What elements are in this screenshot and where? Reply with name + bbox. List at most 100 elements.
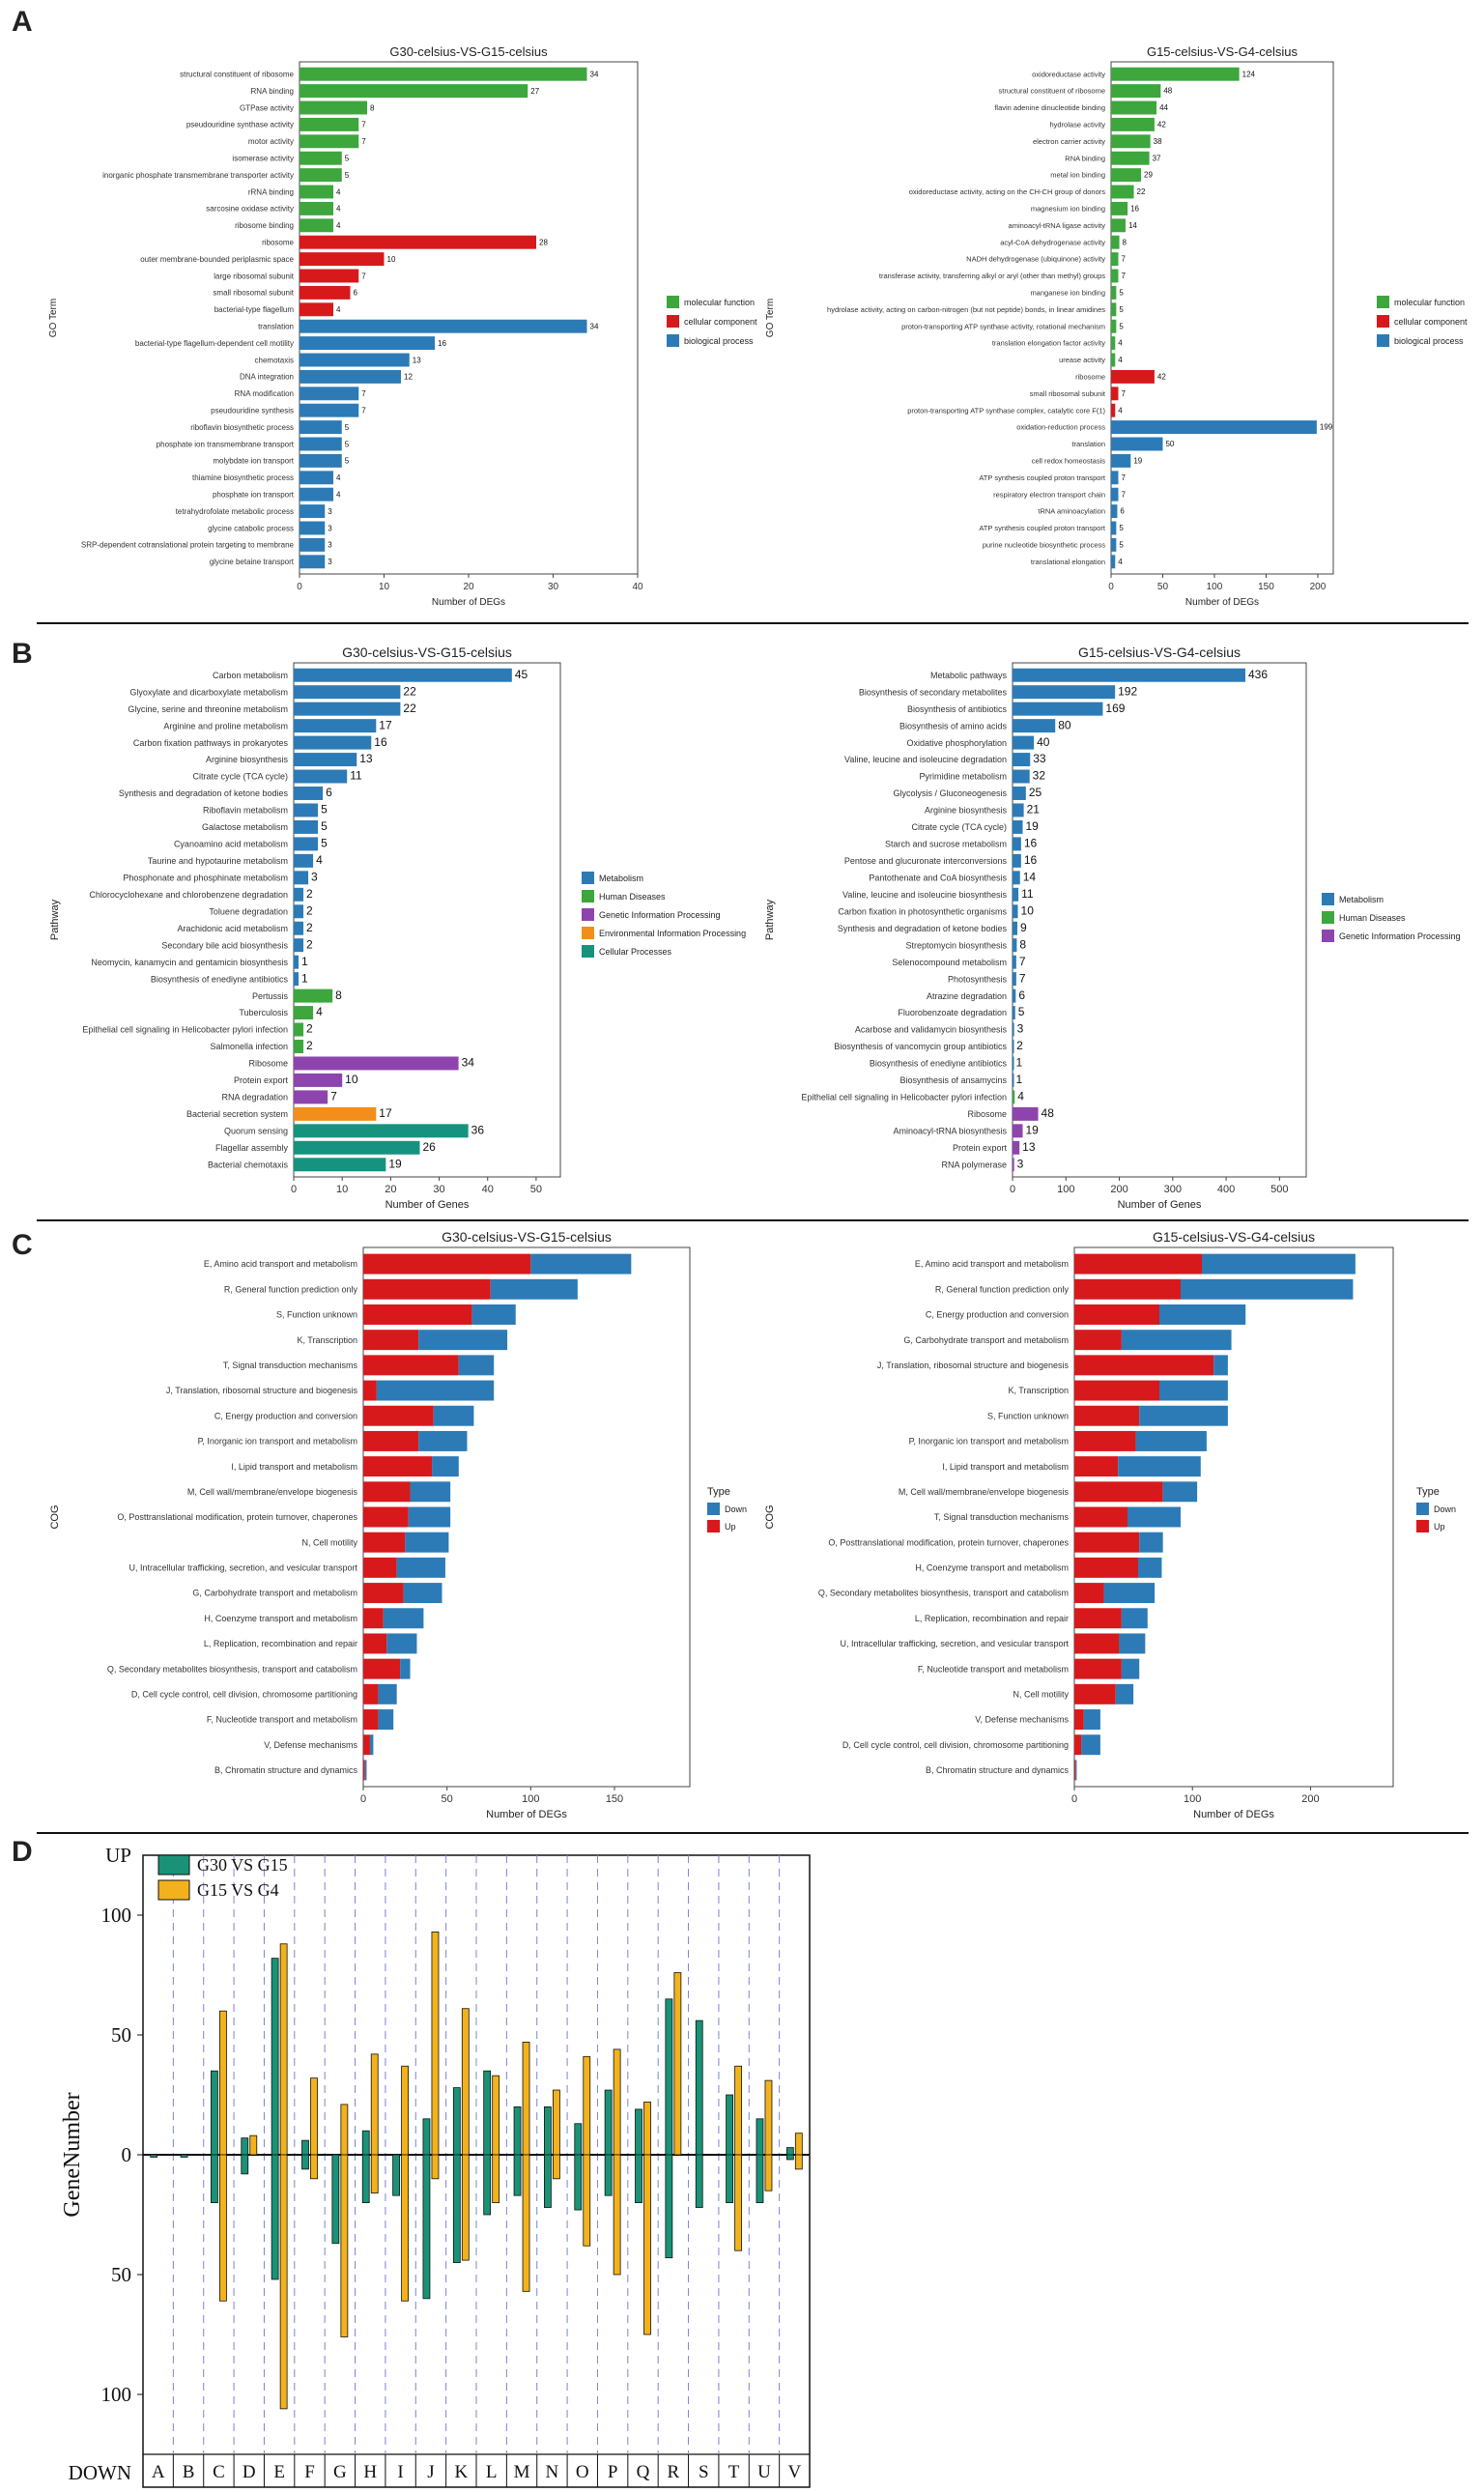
bar-down bbox=[461, 2154, 470, 2261]
legend-label: Up bbox=[725, 1522, 736, 1532]
x-tick-label: 200 bbox=[1110, 1184, 1127, 1195]
bar bbox=[294, 1040, 304, 1053]
category-label: M, Cell wall/membrane/envelope biogenesi… bbox=[187, 1487, 358, 1497]
bar-up bbox=[431, 1931, 440, 2156]
bar-up bbox=[363, 1430, 419, 1451]
panel-d-gene-number-chart: A B C D E F G H I J K L M N O P Q R S T U V 100 50 0 50 100 UP DOWN G… bbox=[60, 1844, 811, 2488]
category-label: Carbon metabolism bbox=[213, 671, 288, 680]
bar-up bbox=[785, 2147, 794, 2156]
bar-down bbox=[574, 2154, 583, 2211]
category-label: translation bbox=[258, 323, 294, 331]
bar-value-label: 3 bbox=[328, 507, 332, 516]
bar bbox=[300, 319, 587, 333]
legend-swatch bbox=[157, 1879, 190, 1901]
bar-value-label: 5 bbox=[1119, 541, 1124, 550]
bar-down bbox=[1181, 1278, 1354, 1300]
legend-swatch bbox=[707, 1520, 720, 1532]
bar-down bbox=[756, 2154, 764, 2203]
x-tick-label: 100 bbox=[522, 1793, 539, 1805]
category-label: K, Transcription bbox=[1008, 1386, 1069, 1395]
category-label: Secondary bile acid biosynthesis bbox=[161, 940, 288, 950]
bar-down bbox=[522, 2154, 530, 2292]
x-tick-label: 100 bbox=[1207, 582, 1223, 592]
bar bbox=[294, 1022, 304, 1037]
category-label: Carbon fixation pathways in prokaryotes bbox=[133, 738, 289, 748]
legend-swatch bbox=[667, 315, 679, 328]
category-label: motor activity bbox=[248, 137, 294, 146]
category-label: U, Intracellular trafficking, secretion,… bbox=[129, 1563, 358, 1573]
bar-down bbox=[613, 2154, 621, 2276]
bar-down bbox=[665, 2154, 673, 2259]
category-label: F, Nucleotide transport and metabolism bbox=[207, 1715, 357, 1725]
category-label: transferase activity, transferring alkyl… bbox=[879, 272, 1105, 280]
category-label: Arginine biosynthesis bbox=[925, 806, 1008, 816]
bar-up bbox=[361, 2130, 370, 2156]
legend-swatch bbox=[667, 296, 679, 308]
category-label: Cyanoamino acid metabolism bbox=[174, 840, 288, 849]
bar-up bbox=[794, 2133, 803, 2156]
bar-down bbox=[408, 1506, 451, 1528]
category-label: hydrolase activity, acting on carbon-nit… bbox=[827, 305, 1105, 314]
bar-down bbox=[785, 2154, 794, 2161]
bar-value-label: 5 bbox=[345, 440, 350, 448]
bar bbox=[300, 487, 333, 501]
bar bbox=[1111, 252, 1119, 267]
category-label: rRNA binding bbox=[248, 187, 294, 196]
legend-swatch bbox=[582, 872, 594, 884]
legend-swatch bbox=[1377, 315, 1389, 328]
bar-down bbox=[490, 1278, 578, 1300]
bar-value-label: 4 bbox=[336, 205, 341, 214]
category-label: H, Coenzyme transport and metabolism bbox=[915, 1563, 1069, 1573]
bar-value-label: 3 bbox=[1017, 1157, 1024, 1170]
bar-up bbox=[1074, 1355, 1214, 1376]
bar-value-label: 7 bbox=[1019, 955, 1026, 968]
category-label: G, Carbohydrate transport and metabolism bbox=[192, 1589, 357, 1598]
bar-up bbox=[249, 2134, 258, 2156]
bar bbox=[294, 871, 309, 885]
bar-value-label: 40 bbox=[1037, 735, 1050, 749]
bar bbox=[1111, 134, 1151, 149]
bar-down bbox=[378, 1709, 394, 1730]
category-label: S, Function unknown bbox=[987, 1411, 1069, 1420]
bar-value-label: 48 bbox=[1042, 1106, 1055, 1120]
category-label: P bbox=[608, 2462, 618, 2482]
bar-value-label: 5 bbox=[321, 803, 328, 816]
bar bbox=[1013, 668, 1245, 682]
bar-up bbox=[756, 2118, 764, 2156]
bar-down bbox=[271, 2154, 279, 2280]
category-label: Biosynthesis of vancomycin group antibio… bbox=[834, 1042, 1007, 1051]
bar-value-label: 19 bbox=[1026, 819, 1040, 833]
category-label: Ribosome bbox=[248, 1059, 288, 1069]
bar-up bbox=[363, 1405, 434, 1426]
bar-value-label: 10 bbox=[1021, 903, 1035, 917]
bar-value-label: 8 bbox=[370, 103, 375, 112]
bar-down bbox=[1103, 1583, 1156, 1604]
bar-down bbox=[1115, 1683, 1134, 1704]
category-label: S bbox=[699, 2462, 709, 2482]
bar bbox=[1013, 1124, 1023, 1138]
category-label: bacterial-type flagellum-dependent cell … bbox=[135, 339, 294, 348]
bar-up bbox=[1074, 1304, 1159, 1325]
panel-letter-b: B bbox=[12, 638, 33, 670]
bar bbox=[1013, 853, 1021, 868]
legend-swatch bbox=[667, 334, 679, 347]
bar bbox=[300, 555, 326, 569]
x-tick-label: 200 bbox=[1301, 1793, 1319, 1805]
y-tick-label: 50 bbox=[111, 2263, 131, 2286]
bar-down bbox=[471, 1304, 516, 1325]
bar-up bbox=[1074, 1481, 1163, 1503]
bar-value-label: 50 bbox=[1165, 440, 1174, 448]
bar-value-label: 5 bbox=[321, 837, 328, 850]
category-label: R bbox=[668, 2462, 680, 2482]
bar-up bbox=[1074, 1456, 1119, 1477]
bar bbox=[300, 504, 326, 519]
category-label: Protein export bbox=[234, 1075, 289, 1085]
bar-down bbox=[1083, 1709, 1100, 1730]
bar-value-label: 3 bbox=[328, 558, 332, 566]
legend-title: Type bbox=[1416, 1486, 1440, 1498]
bar-value-label: 2 bbox=[306, 921, 313, 934]
bar-value-label: 7 bbox=[361, 407, 366, 415]
category-label: RNA modification bbox=[235, 389, 294, 398]
bar-value-label: 42 bbox=[1157, 121, 1166, 129]
category-label: D, Cell cycle control, cell division, ch… bbox=[842, 1740, 1069, 1750]
